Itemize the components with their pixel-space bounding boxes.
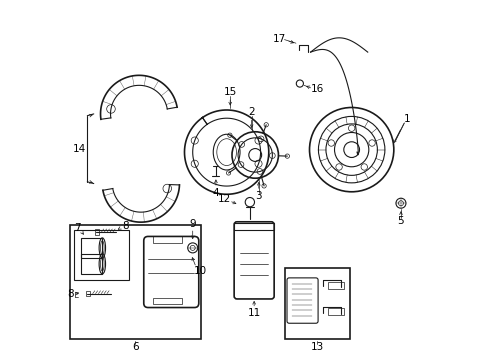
Text: 7: 7 [74, 222, 81, 233]
Text: 4: 4 [212, 188, 219, 198]
Bar [95, 229, 99, 235]
Bar [234, 223, 273, 230]
Bar [81, 238, 102, 258]
Text: 6: 6 [132, 342, 139, 352]
Text: 3: 3 [255, 191, 262, 201]
Bar [285, 267, 349, 339]
Bar [70, 225, 200, 339]
Text: 9: 9 [189, 219, 196, 229]
Text: 10: 10 [194, 266, 207, 276]
Bar [81, 254, 102, 274]
Text: 14: 14 [73, 144, 86, 154]
Text: 2: 2 [248, 107, 254, 117]
Text: 5: 5 [397, 216, 404, 226]
Text: 16: 16 [310, 84, 323, 94]
Bar [153, 236, 182, 243]
Bar [153, 298, 182, 304]
Text: 11: 11 [247, 308, 260, 318]
Bar [86, 291, 90, 296]
Text: 13: 13 [310, 342, 324, 352]
Bar [327, 308, 343, 315]
Text: 17: 17 [272, 33, 285, 44]
Text: 1: 1 [403, 114, 410, 124]
Text: 12: 12 [217, 194, 230, 203]
Bar [74, 230, 129, 280]
Text: 15: 15 [223, 87, 236, 97]
Bar [327, 282, 343, 289]
Text: 8: 8 [67, 289, 74, 299]
Text: 8: 8 [122, 221, 129, 231]
